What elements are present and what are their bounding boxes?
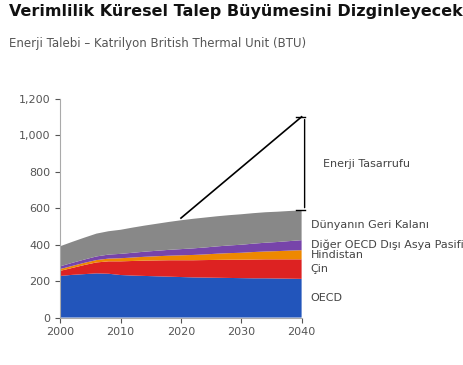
Text: Enerji Talebi – Katrilyon British Thermal Unit (BTU): Enerji Talebi – Katrilyon British Therma…	[9, 36, 306, 50]
Text: Enerji Tasarrufu: Enerji Tasarrufu	[322, 159, 409, 169]
Text: Dünyanın Geri Kalanı: Dünyanın Geri Kalanı	[310, 220, 428, 230]
Text: OECD: OECD	[310, 293, 342, 303]
Text: Çin: Çin	[310, 264, 328, 274]
Text: Verimlilik Küresel Talep Büyümesini Dizginleyecektir: Verimlilik Küresel Talep Büyümesini Dizg…	[9, 4, 463, 19]
Text: Diğer OECD Dışı Asya Pasifik: Diğer OECD Dışı Asya Pasifik	[310, 240, 463, 250]
Text: Hindistan: Hindistan	[310, 250, 363, 260]
